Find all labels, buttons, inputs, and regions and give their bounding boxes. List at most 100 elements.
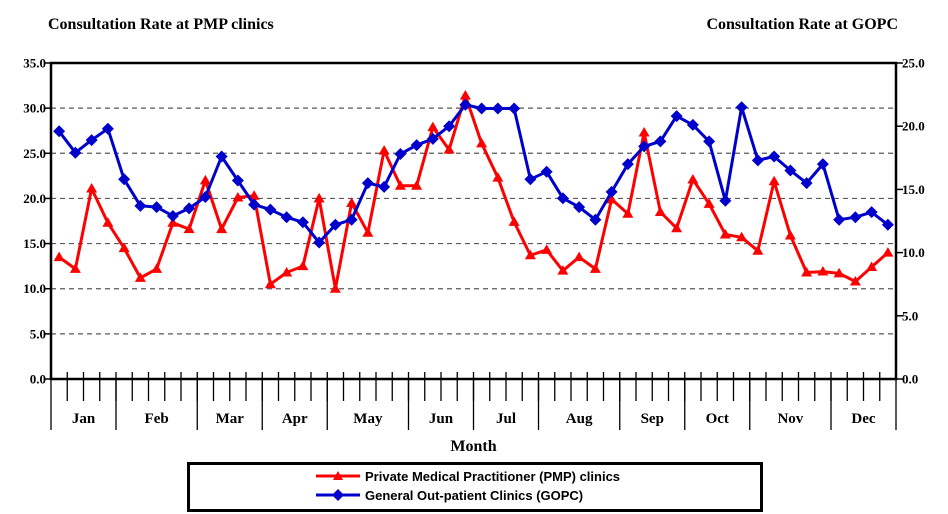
gopc-data-point — [784, 164, 797, 177]
right-axis-tick-label: 15.0 — [902, 182, 925, 197]
gopc-data-point — [751, 154, 764, 167]
gopc-data-point — [199, 190, 212, 203]
pmp-data-point — [118, 242, 130, 253]
gopc-series-line — [57, 103, 889, 244]
pmp-data-point — [313, 192, 325, 203]
gopc-data-point — [69, 146, 82, 159]
month-label: May — [353, 411, 383, 427]
right-axis-tick-label: 0.0 — [902, 372, 918, 387]
pmp-series-legend-label: Private Medical Practitioner (PMP) clini… — [365, 468, 621, 484]
pmp-data-point — [849, 275, 861, 286]
pmp-data-point — [297, 260, 309, 271]
pmp-data-point — [167, 217, 179, 227]
pmp-data-point — [866, 261, 878, 272]
gopc-data-point — [865, 206, 878, 219]
pmp-data-point — [492, 172, 504, 182]
right-axis-tick-label: 25.0 — [902, 56, 925, 71]
gopc-data-point — [686, 118, 699, 131]
gopc-data-point — [361, 177, 374, 190]
gopc-data-point — [638, 140, 651, 153]
pmp-data-point — [671, 222, 683, 233]
pmp-data-point — [264, 278, 276, 289]
pmp-data-point — [232, 192, 244, 202]
gopc-data-point — [183, 202, 196, 215]
pmp-data-point — [524, 249, 536, 260]
left-axis-tick-label: 0.0 — [30, 372, 46, 387]
pmp-data-point — [411, 180, 423, 190]
pmp-data-point — [378, 145, 390, 155]
gopc-data-point — [280, 211, 293, 224]
pmp-data-point — [476, 137, 488, 148]
gopc-data-point — [53, 125, 66, 138]
gopc-data-point — [85, 134, 98, 147]
gopc-data-point — [443, 120, 456, 133]
pmp-data-point — [687, 173, 699, 184]
pmp-series-legend-icon — [315, 469, 361, 483]
pmp-data-point — [768, 175, 780, 186]
pmp-data-point — [752, 245, 764, 255]
gopc-data-point — [101, 122, 114, 135]
gopc-data-point — [833, 213, 846, 226]
right-chart-title: Consultation Rate at GOPC — [706, 16, 898, 33]
pmp-data-point — [541, 244, 553, 254]
pmp-data-point — [427, 121, 439, 132]
pmp-data-point — [622, 208, 634, 218]
gopc-data-point — [394, 148, 407, 161]
pmp-data-point — [248, 190, 260, 200]
pmp-data-point — [817, 266, 829, 276]
legend-row-pmp: Private Medical Practitioner (PMP) clini… — [315, 466, 620, 486]
gopc-data-point — [410, 139, 423, 152]
gopc-data-point — [670, 110, 683, 123]
gopc-data-point — [296, 216, 309, 229]
pmp-data-point — [882, 247, 894, 257]
pmp-data-point — [346, 197, 358, 207]
gopc-data-point — [118, 173, 131, 186]
month-label: Jan — [72, 411, 96, 427]
gopc-data-point — [881, 218, 894, 231]
gopc-data-point — [264, 203, 277, 216]
gopc-data-point — [654, 135, 667, 148]
pmp-data-point — [199, 174, 211, 185]
pmp-data-point — [216, 223, 228, 234]
pmp-data-point — [459, 90, 471, 100]
gopc-data-point — [134, 199, 147, 212]
chart-legend: Private Medical Practitioner (PMP) clini… — [187, 462, 763, 512]
gopc-data-point — [605, 185, 618, 198]
pmp-data-point — [589, 263, 601, 273]
pmp-data-point — [86, 182, 98, 193]
left-axis-tick-label: 15.0 — [23, 236, 46, 251]
gopc-data-point — [573, 201, 586, 214]
pmp-data-point — [151, 263, 163, 273]
gopc-data-point — [475, 102, 488, 115]
pmp-data-point — [719, 229, 731, 239]
gopc-data-point — [231, 174, 244, 187]
gopc-data-point — [849, 211, 862, 224]
pmp-data-point — [134, 272, 146, 282]
gopc-data-point — [703, 135, 716, 148]
gopc-data-point — [816, 158, 829, 171]
right-axis-tick-label: 10.0 — [902, 245, 925, 260]
pmp-data-point — [394, 180, 406, 190]
month-label: Nov — [777, 411, 803, 427]
month-label: Jun — [429, 411, 454, 427]
month-label: Oct — [706, 411, 729, 427]
gopc-data-point — [524, 173, 537, 186]
gopc-data-point — [329, 218, 342, 231]
gopc-data-point — [800, 177, 813, 190]
gopc-data-point — [589, 213, 602, 226]
left-axis-tick-label: 25.0 — [23, 146, 46, 161]
pmp-data-point — [703, 198, 715, 208]
month-label: Aug — [566, 411, 593, 427]
pmp-data-point — [102, 217, 114, 227]
pmp-data-point — [557, 265, 569, 275]
pmp-data-point — [606, 193, 618, 204]
pmp-data-point — [833, 267, 845, 278]
gopc-data-point — [378, 180, 391, 193]
month-label: Jul — [496, 411, 516, 427]
gopc-data-point — [166, 209, 179, 222]
gopc-data-point — [150, 201, 163, 214]
gopc-series-legend-label: General Out-patient Clinics (GOPC) — [365, 487, 584, 503]
gopc-data-point — [313, 236, 326, 249]
pmp-data-point — [801, 266, 813, 277]
month-label: Feb — [145, 411, 169, 427]
